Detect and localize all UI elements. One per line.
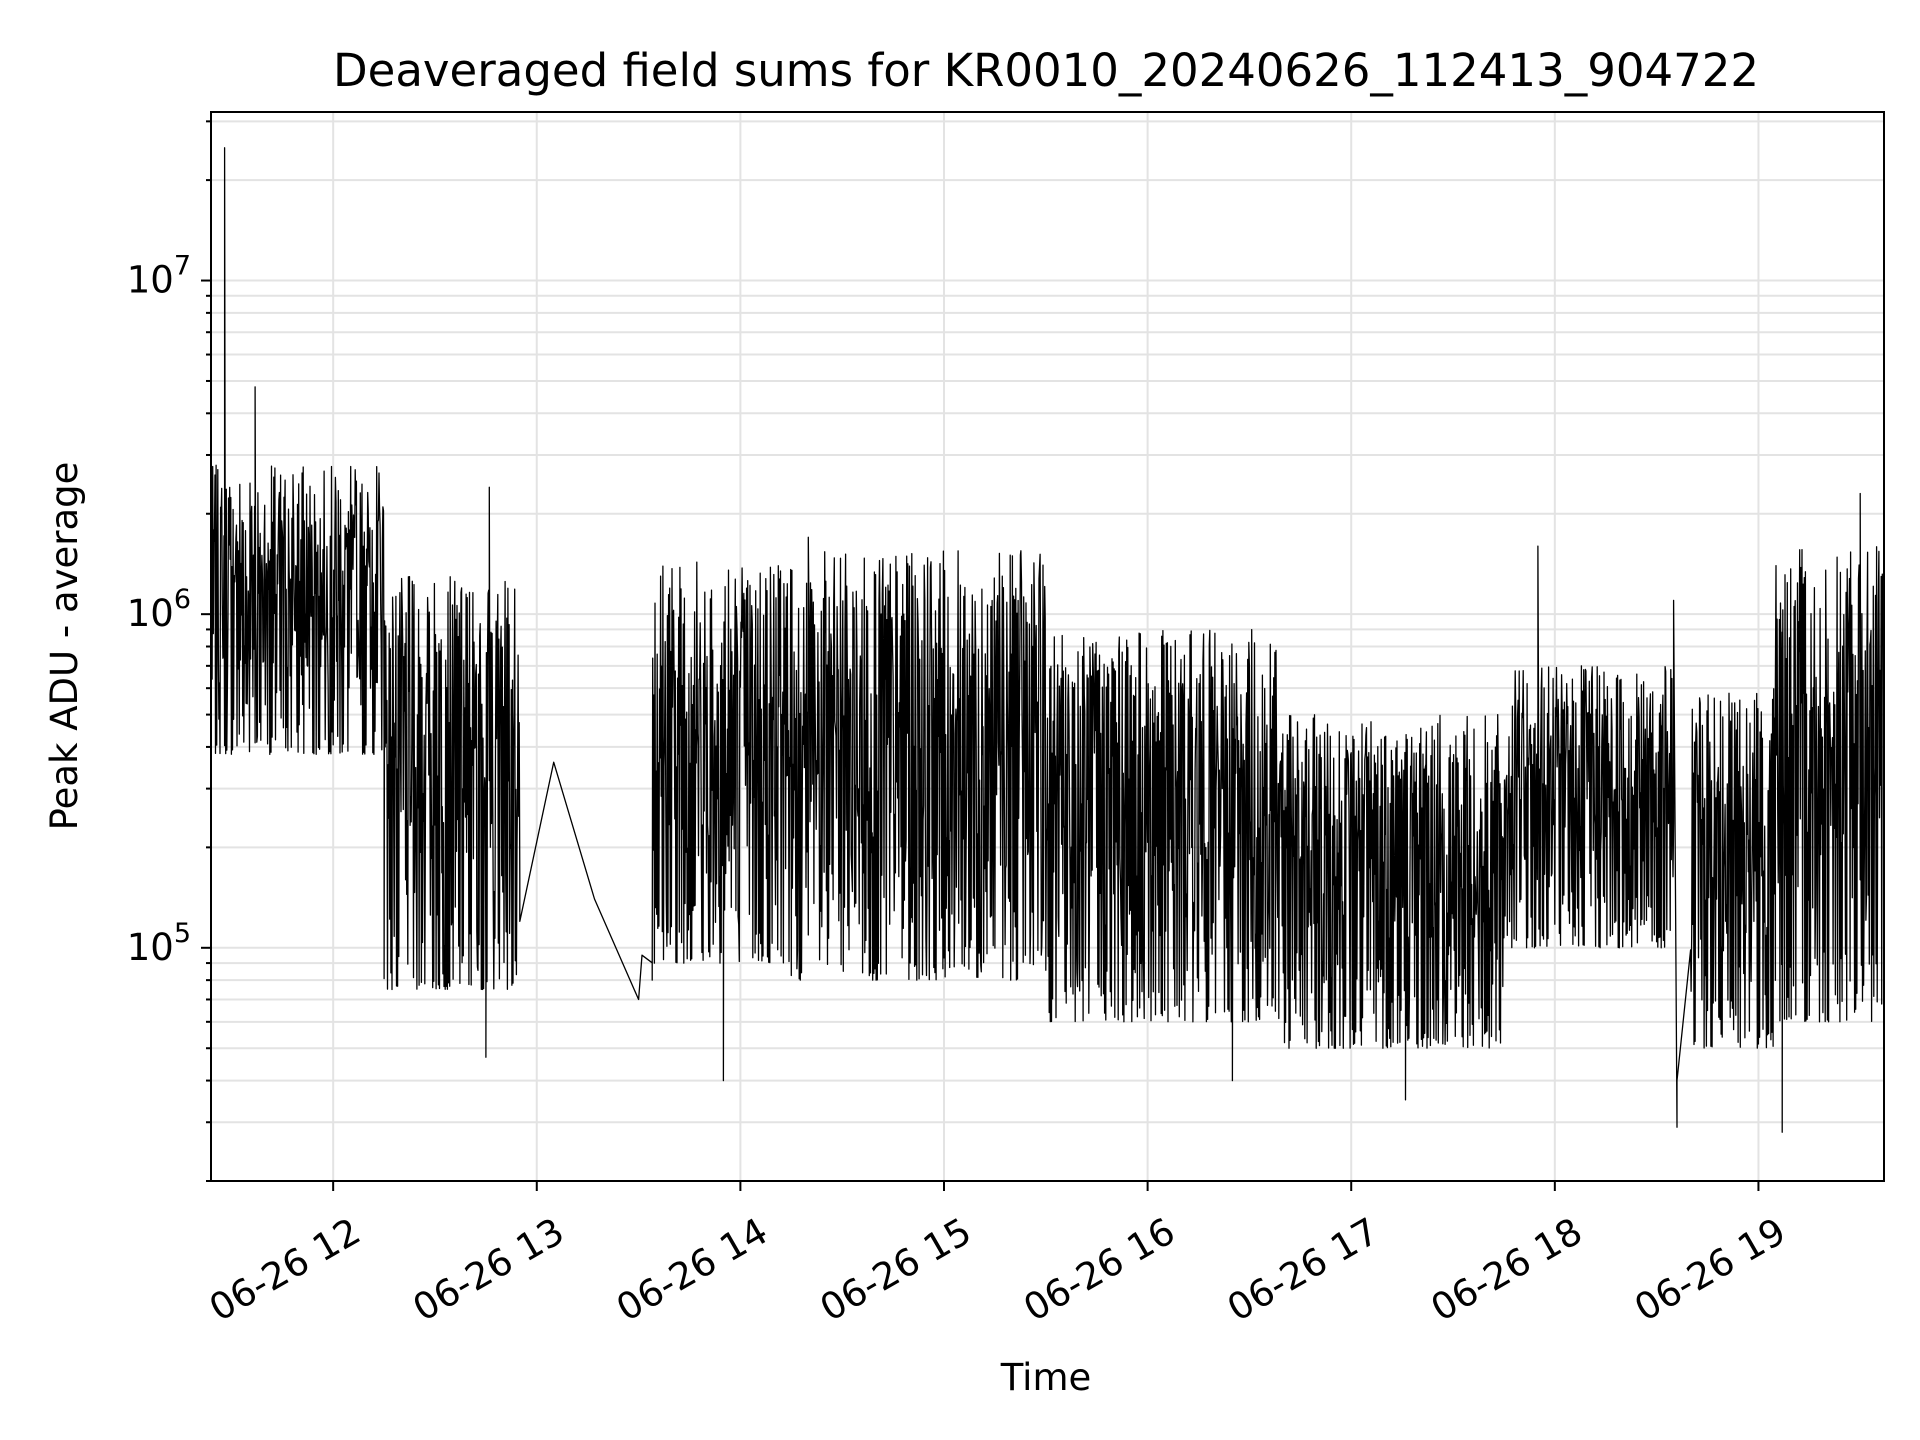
- y-axis-label: Peak ADU - average: [43, 462, 86, 831]
- y-axis-ticks: 105 106 107: [127, 120, 211, 1182]
- y-tick-label: 106: [127, 584, 191, 635]
- series-line: [210, 147, 1885, 1133]
- y-tick-label: 105: [127, 918, 191, 969]
- y-tick-label: 107: [127, 251, 191, 302]
- x-axis-label: Time: [1000, 1356, 1092, 1399]
- series-path: [210, 147, 1885, 1133]
- chart-title: Deaveraged field sums for KR0010_2024062…: [333, 44, 1759, 97]
